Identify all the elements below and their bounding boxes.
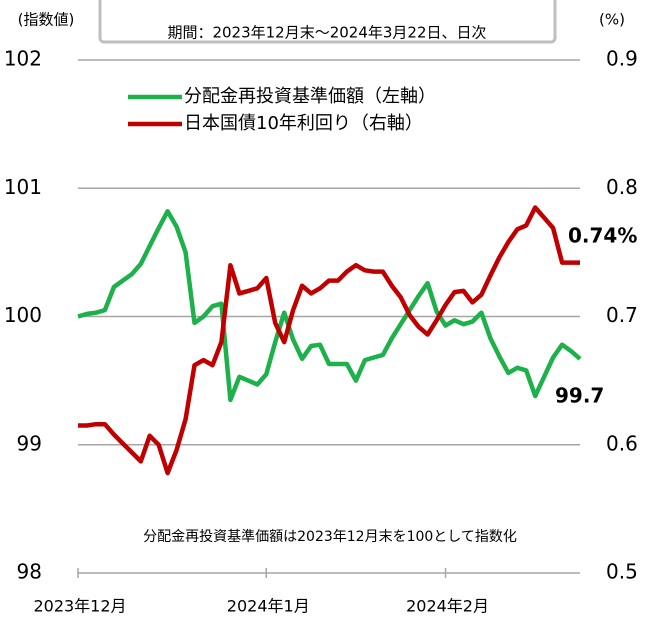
y-tick-label: 99	[17, 431, 42, 455]
y2-tick-label: 0.6	[606, 431, 638, 455]
y2-tick-label: 0.9	[606, 47, 638, 71]
y-tick-label: 102	[4, 47, 42, 71]
legend-label: 分配金再投資基準価額（左軸）	[184, 86, 436, 107]
x-tick-label: 2023年12月	[33, 597, 126, 616]
note: 分配金再投資基準価額は2023年12月末を100として指数化	[143, 528, 517, 545]
annotation: 0.74%	[568, 224, 637, 248]
x-tick-label: 2024年2月	[406, 597, 489, 616]
y2-tick-label: 0.8	[606, 175, 638, 199]
series-line	[78, 205, 580, 476]
x-tick-label: 2024年1月	[227, 597, 310, 616]
y2-tick-label: 0.5	[606, 560, 638, 584]
y-tick-label: 98	[17, 560, 42, 584]
legend-label: 日本国債10年利回り（右軸）	[184, 113, 423, 134]
y-tick-label: 101	[4, 175, 42, 199]
y2-tick-label: 0.7	[606, 303, 638, 327]
annotation: 99.7	[555, 384, 604, 408]
y2-axis-label: (%)	[599, 11, 625, 29]
subtitle-box	[98, 0, 557, 44]
series-line	[77, 209, 582, 403]
y-axis-label: (指数値)	[18, 11, 75, 29]
subtitle: 期間：2023年12月末～2024年3月22日、日次	[167, 24, 486, 42]
y-tick-label: 100	[4, 303, 42, 327]
